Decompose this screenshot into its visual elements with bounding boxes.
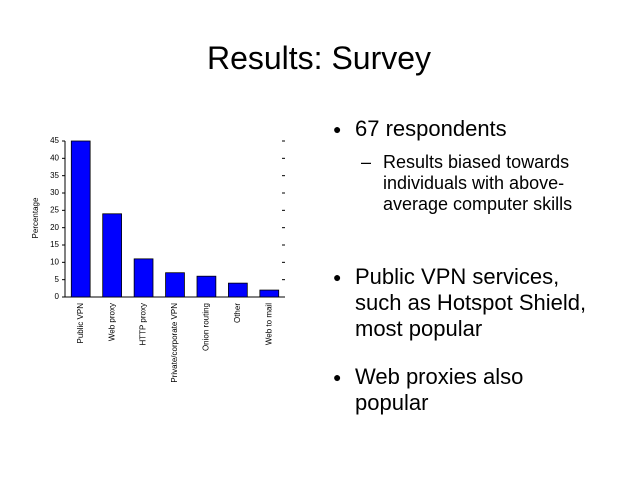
y-tick-label: 40 (50, 153, 59, 162)
bullet: ● Web proxies also popular (333, 364, 524, 415)
y-tick-label: 10 (50, 257, 59, 266)
slide-title: Results: Survey (206, 40, 432, 76)
bar (228, 282, 248, 298)
bullet: ● Public VPN services, such as Hotspot Sh… (333, 264, 587, 341)
y-tick-label: 20 (50, 223, 59, 232)
bar (165, 272, 185, 298)
x-tick-label: Public VPN (76, 303, 85, 344)
bullet-text: Web proxies also popular (355, 364, 524, 415)
y-axis-label: Percentage (31, 197, 40, 238)
sub-bullet: – Results biased towards individuals with… (361, 152, 573, 214)
bullet-text: Public VPN services, such as Hotspot Shi… (355, 264, 587, 341)
bar (133, 258, 154, 298)
bullet: ● 67 respondents (333, 116, 507, 141)
x-tick-label: Private/corporate VPN (170, 303, 179, 383)
x-tick-label: Web to mail (264, 303, 273, 345)
x-tick-label: Onion routing (202, 303, 211, 351)
bullet-text: 67 respondents (355, 116, 507, 141)
x-tick-label: Other (233, 303, 242, 323)
sub-bullet-text: Results biased towards individuals with … (383, 152, 573, 214)
bar (196, 275, 217, 298)
y-tick-label: 30 (50, 188, 59, 197)
bar (70, 140, 91, 298)
y-tick-label: 15 (50, 240, 59, 249)
y-tick-label: 5 (55, 275, 60, 284)
y-tick-label: 45 (50, 136, 59, 145)
x-tick-label: HTTP proxy (139, 303, 148, 346)
x-tick-label: Web proxy (107, 303, 116, 341)
bar (259, 289, 280, 298)
y-tick-label: 25 (50, 205, 59, 214)
y-tick-label: 0 (55, 292, 60, 301)
y-tick-label: 35 (50, 171, 59, 180)
bar (102, 213, 122, 298)
